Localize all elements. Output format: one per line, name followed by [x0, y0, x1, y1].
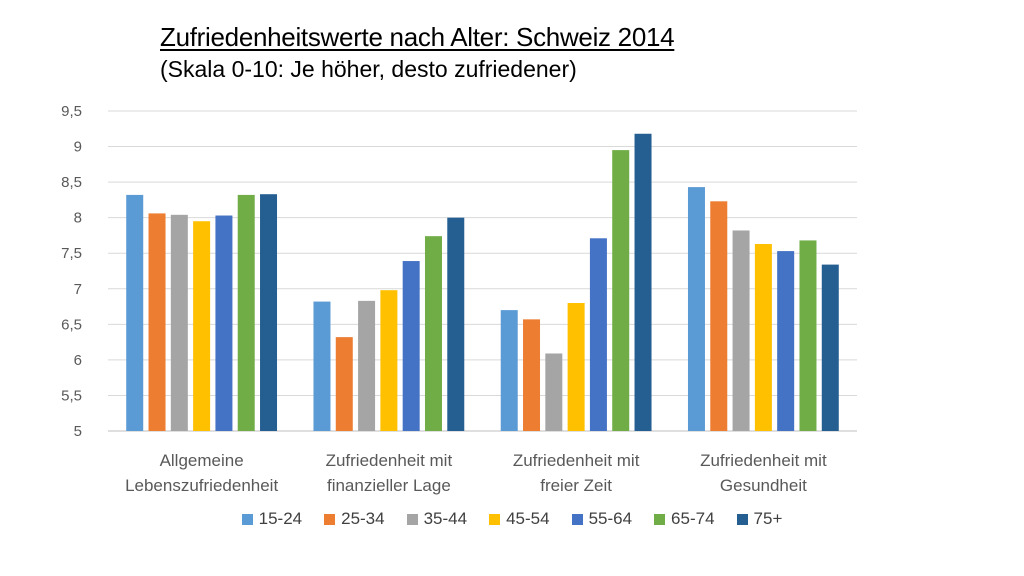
bar-55-64: [215, 215, 233, 431]
legend-item: 55-64: [571, 509, 633, 529]
bar-55-64: [589, 238, 607, 431]
legend-swatch: [324, 513, 336, 525]
bar-45-54: [567, 303, 585, 431]
bar-35-44: [358, 300, 376, 431]
legend-swatch: [571, 513, 583, 525]
chart-title: Zufriedenheitswerte nach Alter: Schweiz …: [160, 22, 675, 52]
y-tick-label: 6: [74, 352, 82, 369]
y-tick-label: 6,5: [61, 316, 82, 333]
x-category-label: Zufriedenheit mit: [513, 451, 640, 470]
bar-35-44: [545, 353, 563, 431]
legend-swatch: [406, 513, 418, 525]
y-tick-label: 9: [74, 139, 82, 156]
bar-45-54: [754, 243, 772, 431]
legend-label: 45-54: [506, 509, 550, 528]
bar-35-44: [170, 214, 188, 431]
legend-item: 75+: [736, 509, 783, 529]
bar-15-24: [126, 194, 144, 431]
chart-subtitle: (Skala 0-10: Je höher, desto zufriedener…: [160, 56, 577, 82]
legend-item: 25-34: [324, 509, 385, 529]
bar-65-74: [799, 240, 817, 431]
bar-25-34: [148, 213, 166, 431]
bar-75+: [821, 264, 839, 431]
x-category-label: finanzieller Lage: [327, 476, 451, 495]
x-category-label: Allgemeine: [160, 451, 244, 470]
legend-item: 15-24: [241, 509, 303, 529]
legend-item: 65-74: [654, 509, 715, 529]
bar-55-64: [402, 261, 420, 431]
legend-label: 25-34: [341, 509, 385, 528]
legend-swatch: [736, 513, 748, 525]
y-tick-label: 5,5: [61, 387, 82, 404]
y-tick-label: 5: [74, 423, 82, 440]
legend-label: 35-44: [423, 509, 468, 528]
y-tick-label: 7,5: [61, 245, 82, 262]
bar-25-34: [335, 337, 353, 431]
bar-15-24: [500, 310, 518, 431]
bar-65-74: [424, 236, 442, 431]
legend-item: 45-54: [489, 509, 550, 529]
bar-35-44: [732, 230, 750, 431]
chart-legend: 15-24 25-34 35-44 45-54 55-64 65-74 75+: [0, 508, 1024, 530]
bar-15-24: [687, 187, 705, 431]
bar-45-54: [193, 221, 211, 431]
x-category-label: Gesundheit: [720, 476, 807, 495]
bar-65-74: [237, 194, 255, 431]
legend-swatch: [489, 513, 501, 525]
legend-label: 15-24: [258, 509, 303, 528]
bar-25-34: [523, 319, 541, 431]
bar-75+: [260, 194, 278, 431]
legend-swatch: [241, 513, 253, 525]
x-category-label: freier Zeit: [540, 476, 612, 495]
legend-swatch: [654, 513, 666, 525]
bar-75+: [634, 133, 652, 431]
y-tick-label: 9,5: [61, 103, 82, 120]
x-category-label: Zufriedenheit mit: [326, 451, 453, 470]
bar-75+: [447, 217, 465, 431]
y-tick-label: 7: [74, 281, 82, 298]
bar-25-34: [710, 201, 728, 431]
bar-45-54: [380, 290, 398, 431]
legend-item: 35-44: [406, 509, 468, 529]
y-tick-label: 8,5: [61, 174, 82, 191]
bar-15-24: [313, 301, 331, 431]
legend-label: 65-74: [671, 509, 715, 528]
legend-label: 75+: [753, 509, 783, 528]
bar-55-64: [777, 251, 795, 431]
bar-65-74: [612, 150, 630, 431]
x-category-label: Zufriedenheit mit: [700, 451, 827, 470]
legend-label: 55-64: [588, 509, 633, 528]
x-category-label: Lebenszufriedenheit: [125, 476, 278, 495]
y-tick-label: 8: [74, 210, 82, 227]
